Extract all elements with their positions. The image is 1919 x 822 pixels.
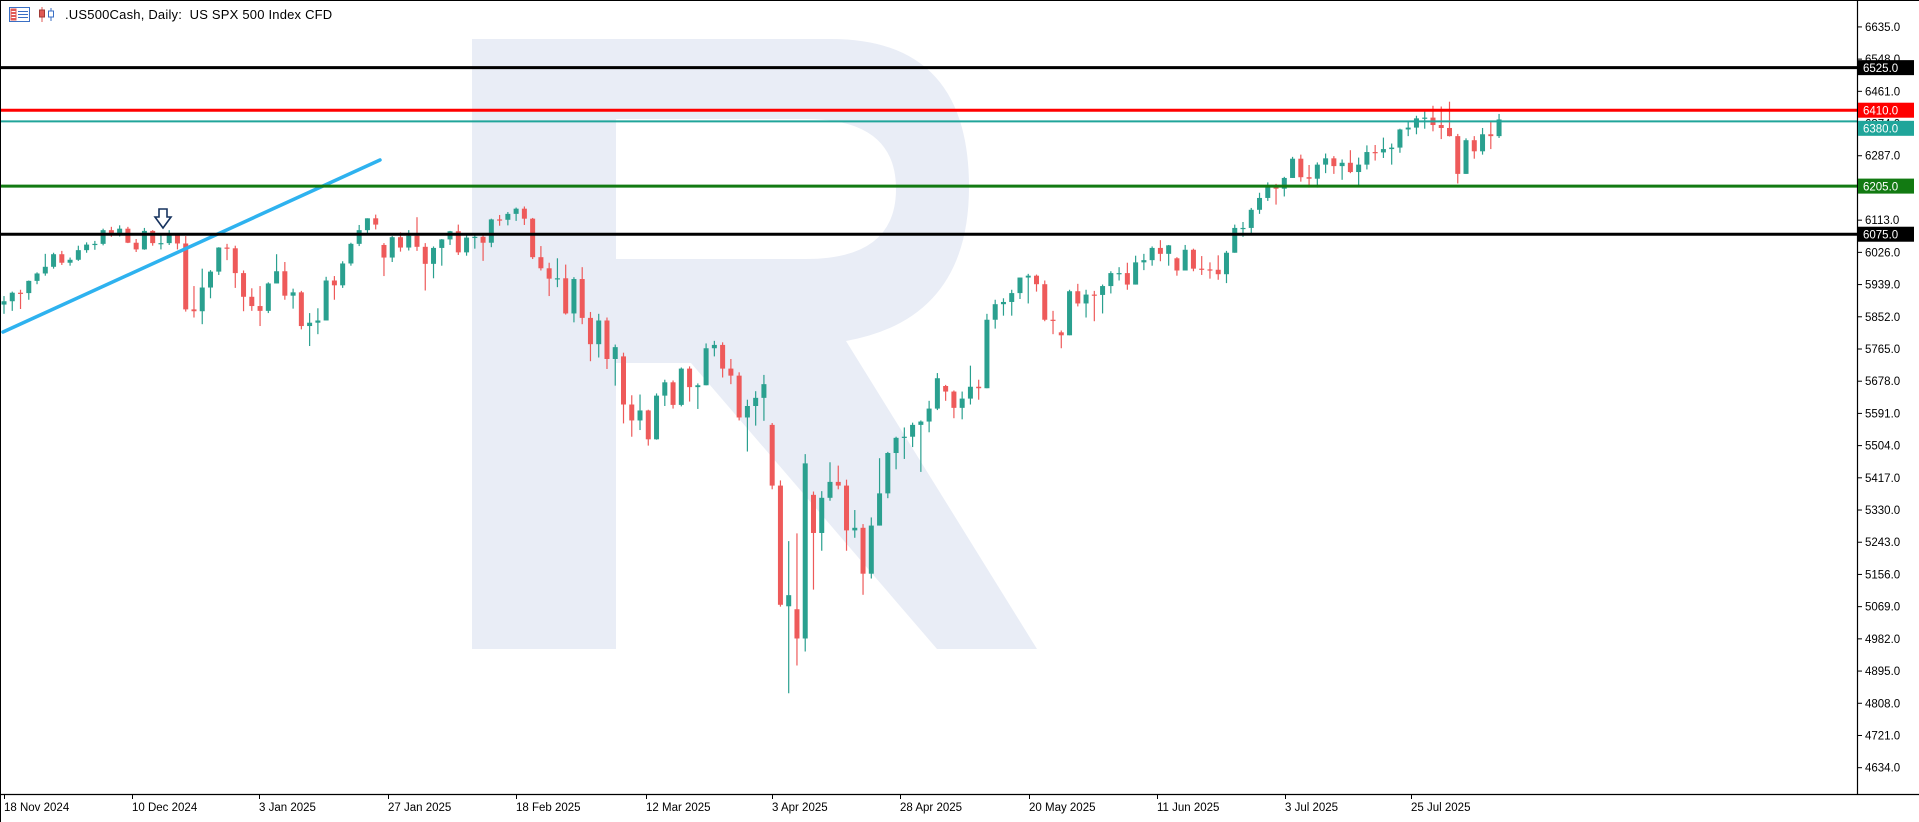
svg-text:5243.0: 5243.0 — [1865, 537, 1900, 549]
svg-text:10 Dec 2024: 10 Dec 2024 — [132, 802, 198, 814]
chart-title: .US500Cash, Daily: US SPX 500 Index CFD — [65, 6, 333, 22]
x-axis: 18 Nov 2024 10 Dec 2024 3 Jan 2025 27 Jan 2… — [4, 794, 1470, 814]
svg-text:5330.0: 5330.0 — [1865, 505, 1900, 517]
svg-text:18 Nov 2024: 18 Nov 2024 — [4, 802, 70, 814]
svg-text:3 Jan 2025: 3 Jan 2025 — [259, 802, 316, 814]
svg-text:4634.0: 4634.0 — [1865, 763, 1900, 775]
svg-text:5678.0: 5678.0 — [1865, 376, 1900, 388]
svg-text:4808.0: 4808.0 — [1865, 698, 1900, 710]
svg-text:6113.0: 6113.0 — [1865, 215, 1899, 227]
svg-text:6380.0: 6380.0 — [1863, 124, 1898, 136]
svg-text:5156.0: 5156.0 — [1865, 569, 1900, 581]
svg-text:11 Jun 2025: 11 Jun 2025 — [1157, 802, 1219, 814]
svg-text:12 Mar 2025: 12 Mar 2025 — [646, 802, 711, 814]
svg-text:5591.0: 5591.0 — [1865, 408, 1900, 420]
svg-text:6410.0: 6410.0 — [1863, 105, 1898, 117]
level-lines[interactable] — [1, 66, 1857, 236]
svg-text:20 May 2025: 20 May 2025 — [1029, 802, 1096, 814]
watermark-logo — [472, 39, 1037, 649]
svg-text:6205.0: 6205.0 — [1863, 181, 1898, 193]
svg-text:6525.0: 6525.0 — [1863, 63, 1898, 75]
svg-text:6461.0: 6461.0 — [1865, 86, 1900, 98]
candlestick-chart-icon — [39, 6, 54, 22]
svg-text:27 Jan 2025: 27 Jan 2025 — [388, 802, 451, 814]
trendline-annotation[interactable] — [1, 158, 382, 334]
svg-text:4895.0: 4895.0 — [1865, 666, 1900, 678]
svg-text:5852.0: 5852.0 — [1865, 312, 1900, 324]
svg-text:5504.0: 5504.0 — [1865, 441, 1900, 453]
axis-spines — [1, 1, 1919, 796]
svg-text:6635.0: 6635.0 — [1865, 22, 1900, 34]
candles — [1, 101, 1502, 694]
svg-text:5069.0: 5069.0 — [1865, 602, 1900, 614]
svg-text:28 Apr 2025: 28 Apr 2025 — [900, 802, 962, 814]
svg-text:5417.0: 5417.0 — [1865, 473, 1900, 485]
svg-text:4982.0: 4982.0 — [1865, 634, 1900, 646]
chart-titlebar: .US500Cash, Daily: US SPX 500 Index CFD — [9, 5, 332, 23]
journal-icon — [9, 6, 30, 22]
svg-text:5939.0: 5939.0 — [1865, 280, 1900, 292]
svg-text:6075.0: 6075.0 — [1863, 229, 1898, 241]
svg-text:6287.0: 6287.0 — [1865, 151, 1900, 163]
svg-text:3 Apr 2025: 3 Apr 2025 — [772, 802, 828, 814]
svg-text:25 Jul 2025: 25 Jul 2025 — [1411, 802, 1470, 814]
svg-text:6026.0: 6026.0 — [1865, 247, 1900, 259]
svg-text:5765.0: 5765.0 — [1865, 344, 1900, 356]
svg-text:4721.0: 4721.0 — [1865, 730, 1900, 742]
svg-text:18 Feb 2025: 18 Feb 2025 — [516, 802, 581, 814]
down-arrow-annotation[interactable] — [153, 208, 173, 230]
svg-text:3 Jul 2025: 3 Jul 2025 — [1285, 802, 1338, 814]
price-badges: 6525.0 6410.0 6380.0 6205.0 6075.0 — [1858, 60, 1914, 242]
